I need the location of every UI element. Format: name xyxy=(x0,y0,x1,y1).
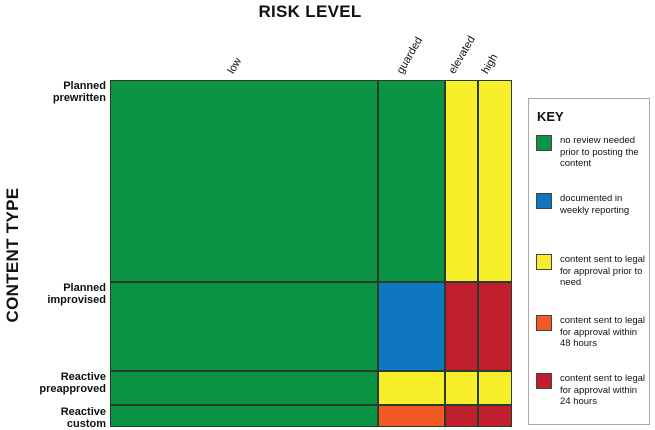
legend-swatch xyxy=(536,135,552,151)
row-label-planned-improvised: Planned improvised xyxy=(47,282,106,306)
matrix-cell-low xyxy=(110,405,378,427)
column-label-guarded: guarded xyxy=(394,35,426,76)
legend-title: KEY xyxy=(537,109,564,124)
legend-text: content sent to legal for approval withi… xyxy=(560,373,646,407)
matrix-cell-high xyxy=(478,282,512,371)
legend-text: content sent to legal for approval prior… xyxy=(560,254,646,288)
legend-key: KEY no review needed prior to posting th… xyxy=(528,98,650,425)
matrix-cell-high xyxy=(478,80,512,282)
legend-swatch xyxy=(536,193,552,209)
matrix-cell-guarded xyxy=(378,405,445,427)
matrix-cell-elevated xyxy=(445,80,478,282)
legend-text: content sent to legal for approval withi… xyxy=(560,315,646,349)
matrix-cell-elevated xyxy=(445,405,478,427)
column-label-low: low xyxy=(225,55,245,76)
column-label-high: high xyxy=(479,51,501,76)
legend-swatch xyxy=(536,373,552,389)
matrix-cell-low xyxy=(110,80,378,282)
row-label-planned-prewritten: Planned prewritten xyxy=(52,80,106,104)
legend-swatch xyxy=(536,315,552,331)
matrix-cell-elevated xyxy=(445,282,478,371)
row-label-reactive-custom: Reactive custom xyxy=(60,406,106,430)
legend-swatch xyxy=(536,254,552,270)
x-axis-title: RISK LEVEL xyxy=(258,2,362,21)
row-label-reactive-preapproved: Reactive preapproved xyxy=(39,371,106,395)
risk-matrix-grid xyxy=(110,80,512,427)
matrix-cell-guarded xyxy=(378,80,445,282)
matrix-cell-low xyxy=(110,371,378,405)
matrix-cell-low xyxy=(110,282,378,371)
matrix-cell-high xyxy=(478,405,512,427)
legend-text: no review needed prior to posting the co… xyxy=(560,135,639,169)
matrix-cell-high xyxy=(478,371,512,405)
matrix-cell-guarded xyxy=(378,371,445,405)
legend-text: documented in weekly reporting xyxy=(560,193,630,216)
column-label-elevated: elevated xyxy=(446,33,478,76)
matrix-cell-guarded xyxy=(378,282,445,371)
matrix-cell-elevated xyxy=(445,371,478,405)
